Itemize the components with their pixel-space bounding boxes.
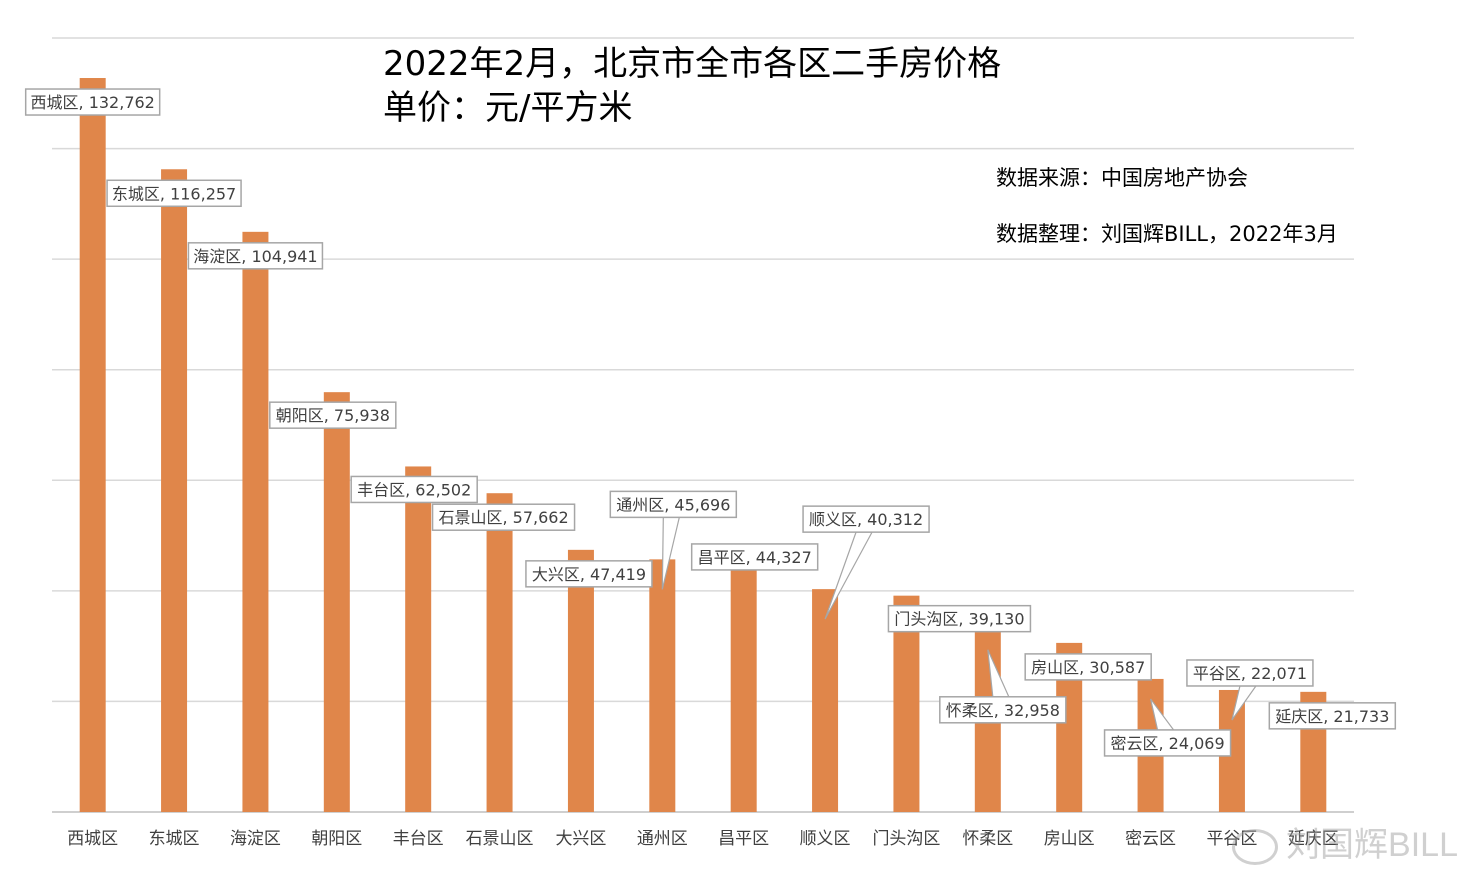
- data-label: 通州区, 45,696: [616, 495, 730, 514]
- x-tick-label: 西城区: [67, 829, 118, 849]
- source-note: 数据来源：中国房地产协会: [996, 166, 1248, 190]
- x-tick-label: 朝阳区: [311, 829, 362, 849]
- x-tick-label: 东城区: [149, 829, 200, 849]
- data-label: 密云区, 24,069: [1110, 734, 1224, 753]
- watermark: 刘国辉BILL: [1232, 817, 1458, 866]
- data-labels: 西城区, 132,762 东城区, 116,257 海淀区, 104,941 朝阳区,…: [24, 88, 1397, 757]
- data-label-box: [269, 401, 397, 429]
- data-label-box: [939, 696, 1067, 724]
- data-label: 顺义区, 40,312: [809, 510, 923, 529]
- x-tick-label: 顺义区: [800, 829, 851, 849]
- x-axis-labels: 西城区 东城区 海淀区 朝阳区 丰台区 石景山区 大兴区 通州区 昌平区 顺义区 门头沟区 怀柔区 房山…: [67, 829, 1339, 849]
- bar: [161, 169, 188, 812]
- data-label-box: [1024, 653, 1152, 681]
- data-label-box: [431, 503, 576, 531]
- data-label-box: [690, 543, 819, 571]
- x-tick-label: 房山区: [1044, 829, 1095, 849]
- data-label: 朝阳区, 75,938: [276, 406, 390, 425]
- data-label-pointer: [824, 531, 874, 620]
- bar: [649, 559, 676, 812]
- x-tick-label: 海淀区: [230, 829, 281, 849]
- data-label: 东城区, 116,257: [112, 184, 236, 203]
- data-label-box: [1103, 729, 1232, 757]
- x-tick-label: 延庆区: [1288, 829, 1339, 849]
- data-label-box: [802, 505, 930, 533]
- data-label: 西城区, 132,762: [31, 93, 155, 112]
- data-label-box: [887, 604, 1032, 633]
- bar: [242, 231, 269, 813]
- chart-subtitle: 单价：元/平方米: [383, 88, 633, 128]
- data-label: 昌平区, 44,327: [698, 548, 812, 567]
- watermark-text: 刘国辉BILL: [1286, 826, 1458, 864]
- compiled-note: 数据整理：刘国辉BILL，2022年3月: [996, 222, 1338, 246]
- data-label-box: [525, 560, 653, 588]
- bar: [323, 392, 350, 812]
- bar: [812, 589, 839, 812]
- data-label-box: [1186, 659, 1314, 687]
- bar: [79, 78, 106, 812]
- data-label: 石景山区, 57,662: [438, 508, 568, 527]
- chart-title-block: 2022年2月，北京市全市各区二手房价格 单价：元/平方米: [383, 42, 1001, 130]
- x-tick-label: 昌平区: [718, 829, 769, 849]
- data-label-box: [1268, 702, 1397, 730]
- data-label: 门头沟区, 39,130: [894, 610, 1024, 629]
- x-tick-label: 大兴区: [555, 829, 606, 849]
- data-label-box: [609, 490, 738, 519]
- data-label: 延庆区, 21,733: [1275, 707, 1389, 726]
- x-tick-label: 石景山区: [466, 829, 534, 849]
- data-label: 平谷区, 22,071: [1193, 664, 1307, 683]
- x-tick-label: 怀柔区: [962, 829, 1013, 849]
- weibo-logo-icon: [1232, 829, 1279, 866]
- bar: [405, 466, 432, 812]
- bar: [730, 566, 757, 812]
- bar: [567, 549, 594, 812]
- data-label-box: [24, 88, 161, 116]
- data-label: 房山区, 30,587: [1031, 658, 1145, 677]
- data-label: 怀柔区, 32,958: [946, 701, 1060, 720]
- x-tick-label: 门头沟区: [872, 829, 940, 849]
- data-label: 大兴区, 47,419: [532, 565, 646, 584]
- chart-title: 2022年2月，北京市全市各区二手房价格: [383, 44, 1002, 84]
- x-tick-label: 通州区: [637, 829, 688, 849]
- x-tick-label: 密云区: [1125, 829, 1176, 849]
- data-label-box: [350, 475, 478, 504]
- bar: [486, 493, 513, 812]
- x-tick-label: 丰台区: [393, 829, 444, 849]
- bars: [79, 78, 1327, 813]
- data-label: 丰台区, 62,502: [357, 480, 471, 499]
- data-label: 海淀区, 104,941: [193, 247, 317, 266]
- data-label-box: [187, 242, 324, 270]
- data-label-box: [106, 179, 242, 208]
